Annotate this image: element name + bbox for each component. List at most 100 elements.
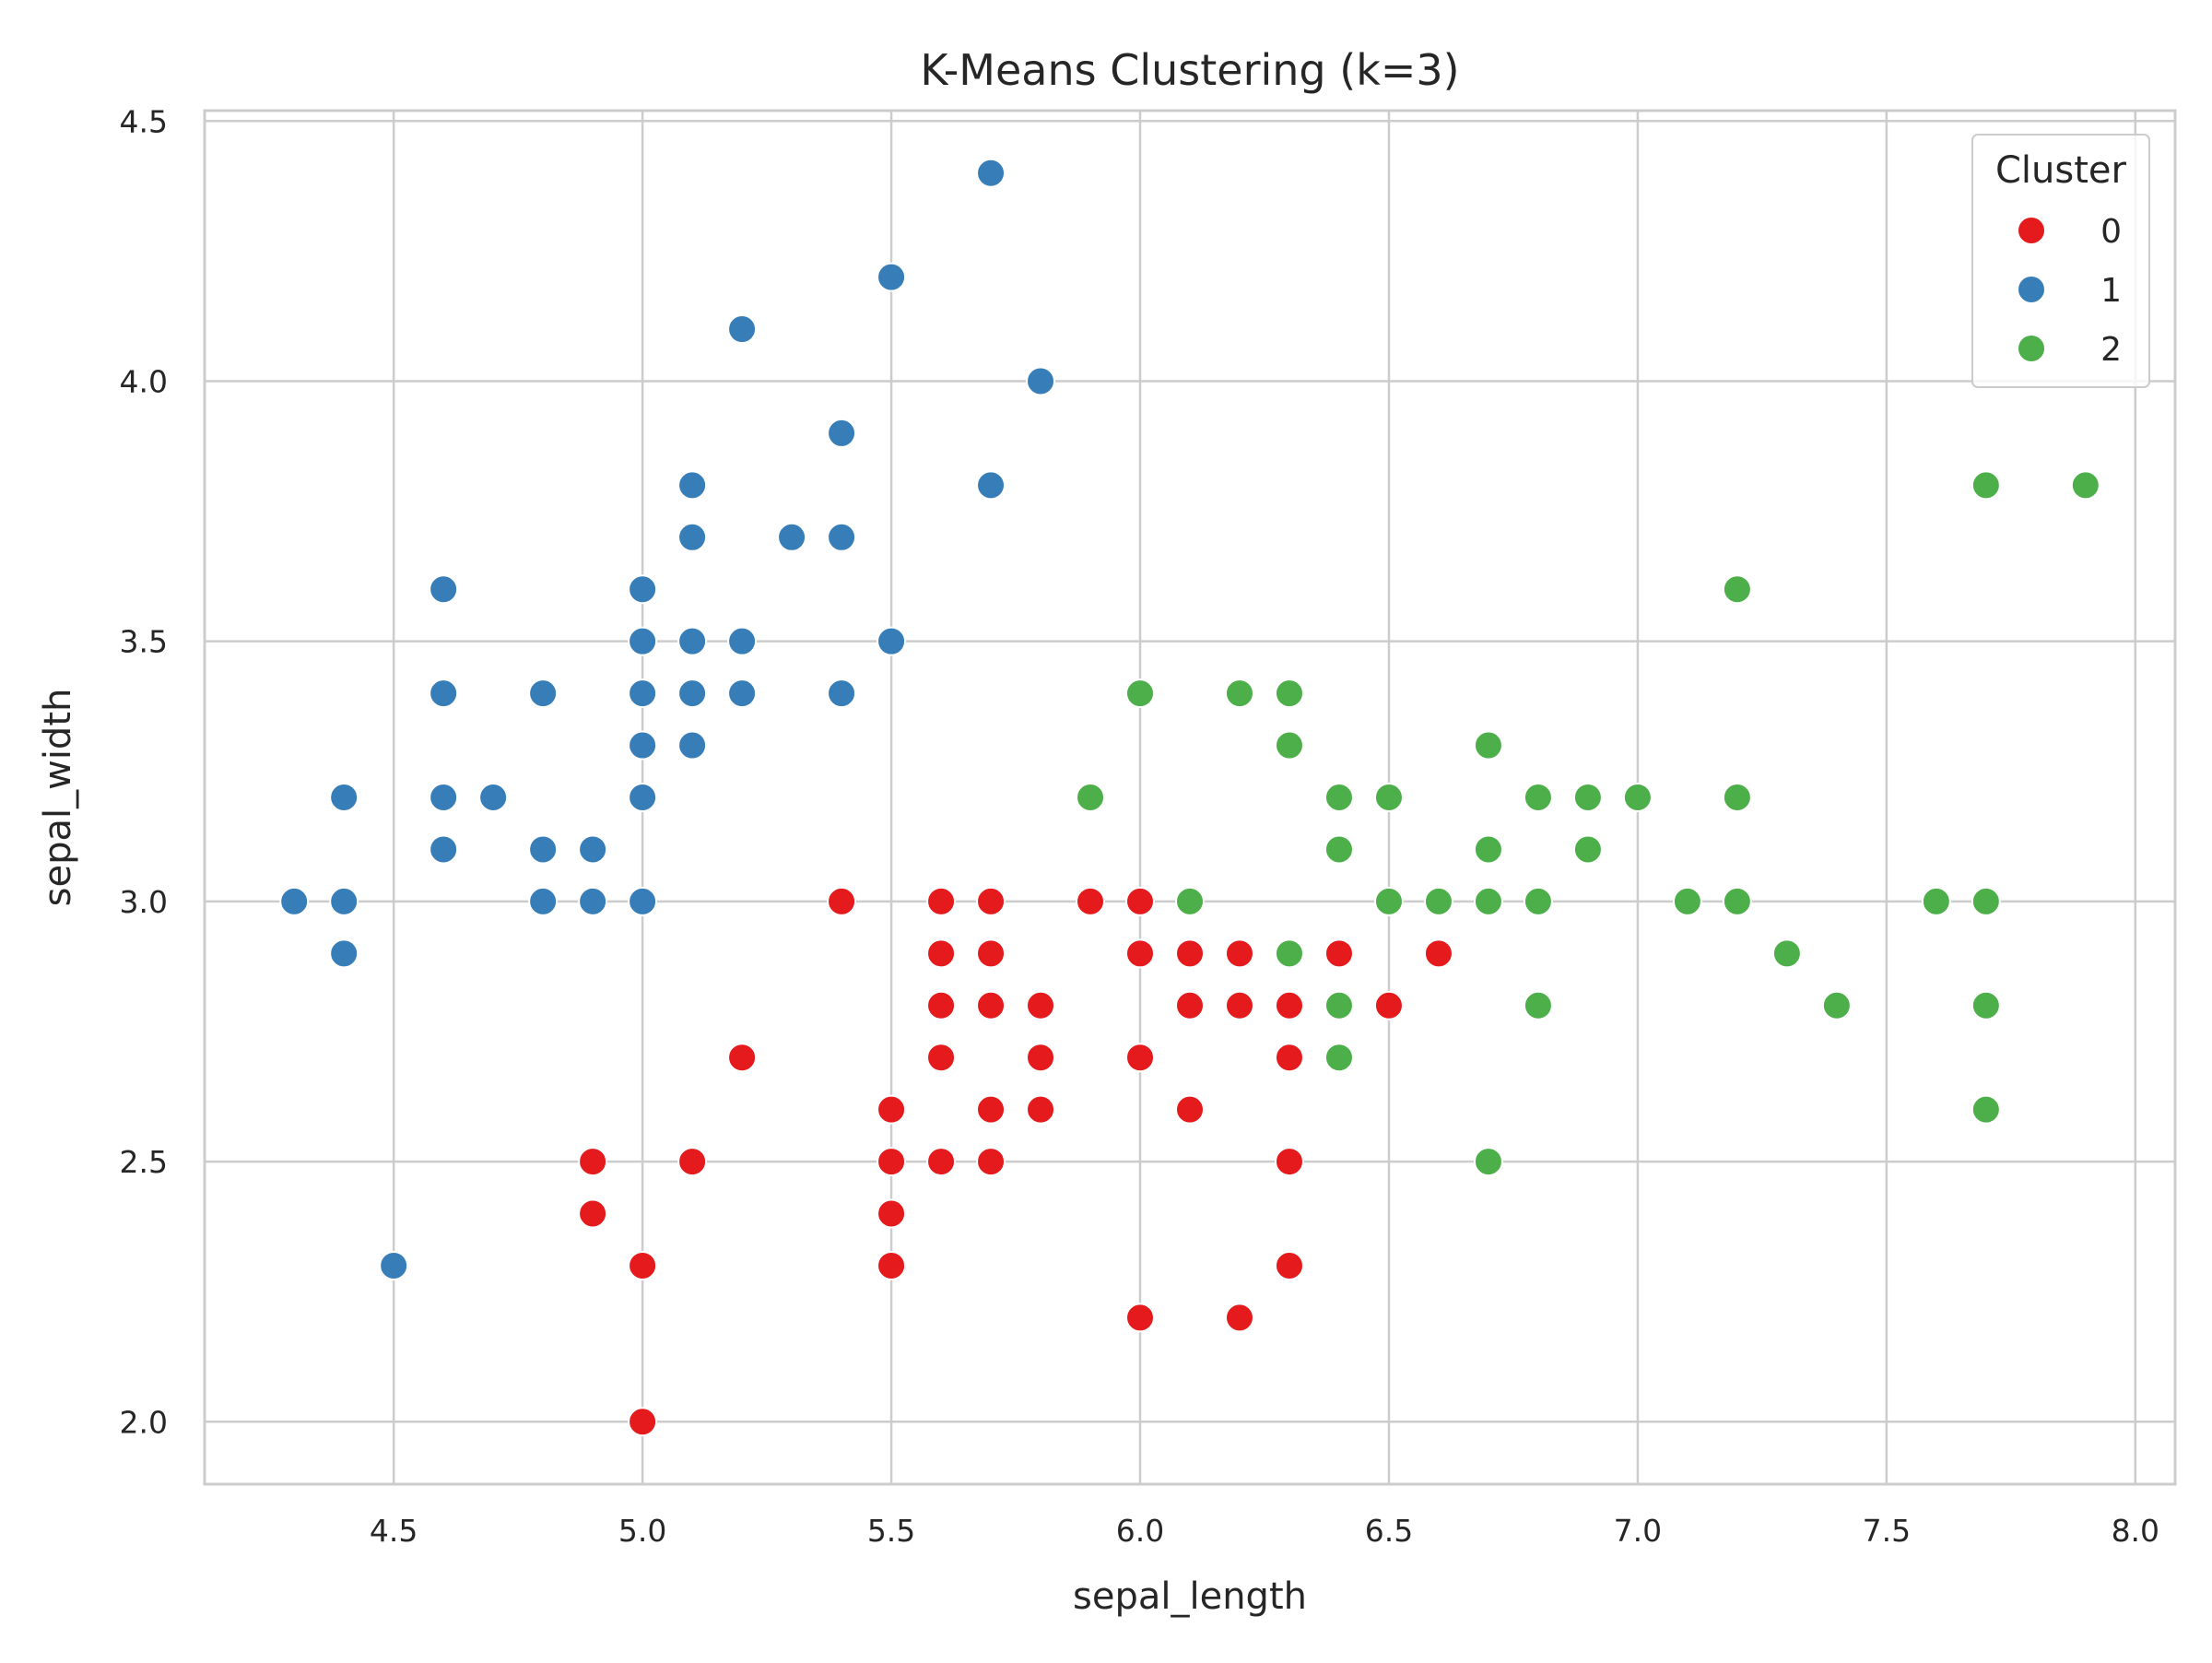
- data-point-cluster-0: [1175, 1094, 1205, 1125]
- data-point-cluster-2: [1921, 886, 1951, 916]
- data-point-cluster-2: [1274, 938, 1304, 969]
- data-point-cluster-2: [1473, 834, 1503, 865]
- data-point-cluster-2: [1821, 990, 1852, 1020]
- data-point-cluster-2: [1324, 834, 1354, 865]
- data-point-cluster-1: [429, 834, 459, 865]
- y-axis-label: sepal_width: [37, 689, 79, 907]
- data-point-cluster-2: [1722, 574, 1752, 605]
- data-point-cluster-0: [877, 1250, 907, 1280]
- data-point-cluster-2: [1423, 886, 1453, 916]
- data-point-cluster-1: [279, 886, 310, 916]
- legend-marker-0: [2017, 216, 2046, 245]
- data-point-cluster-2: [1971, 470, 2001, 501]
- data-point-cluster-0: [976, 1094, 1006, 1125]
- data-point-cluster-1: [1026, 366, 1056, 396]
- x-tick-label: 6.5: [1365, 1513, 1413, 1549]
- data-point-cluster-2: [1473, 1147, 1503, 1177]
- data-point-cluster-0: [1076, 886, 1106, 916]
- data-point-cluster-1: [578, 886, 608, 916]
- data-point-cluster-2: [1672, 886, 1702, 916]
- x-tick-label: 4.5: [370, 1513, 418, 1549]
- data-point-cluster-0: [1274, 1147, 1304, 1177]
- data-point-cluster-2: [1622, 783, 1653, 812]
- legend-label-1: 1: [2100, 272, 2122, 310]
- data-point-cluster-1: [628, 678, 658, 709]
- data-point-cluster-2: [1324, 783, 1354, 812]
- data-point-cluster-0: [1125, 1303, 1156, 1333]
- data-point-cluster-0: [1224, 1303, 1254, 1333]
- data-point-cluster-1: [677, 730, 708, 761]
- data-point-cluster-2: [1523, 990, 1553, 1020]
- data-point-cluster-0: [1175, 990, 1205, 1020]
- data-point-cluster-2: [1523, 886, 1553, 916]
- data-point-cluster-0: [1274, 1043, 1304, 1073]
- legend-label-0: 0: [2100, 213, 2122, 251]
- y-tick-label: 2.5: [120, 1144, 168, 1180]
- data-point-cluster-0: [677, 1147, 708, 1177]
- data-point-cluster-1: [329, 886, 359, 916]
- data-point-cluster-0: [1224, 938, 1254, 969]
- data-point-cluster-1: [528, 678, 559, 709]
- data-point-cluster-1: [429, 783, 459, 812]
- data-point-cluster-2: [1175, 886, 1205, 916]
- data-point-cluster-2: [2070, 470, 2100, 501]
- data-point-cluster-0: [976, 938, 1006, 969]
- data-point-cluster-0: [976, 990, 1006, 1020]
- data-point-cluster-0: [926, 1043, 957, 1073]
- data-point-cluster-0: [877, 1147, 907, 1177]
- data-point-cluster-1: [777, 522, 807, 552]
- data-point-cluster-0: [1274, 990, 1304, 1020]
- data-point-cluster-1: [827, 678, 857, 709]
- data-point-cluster-1: [976, 470, 1006, 501]
- data-point-cluster-0: [1324, 938, 1354, 969]
- data-point-cluster-2: [1473, 730, 1503, 761]
- data-point-cluster-0: [628, 1407, 658, 1437]
- legend-items: 0 1 2: [2017, 213, 2122, 369]
- data-point-cluster-2: [1324, 1043, 1354, 1073]
- plot-area: [203, 109, 2177, 1486]
- data-point-cluster-1: [379, 1250, 409, 1280]
- y-tick-labels: 2.0 2.5 3.0 3.5 4.0 4.5: [120, 103, 168, 1440]
- y-tick-label: 3.0: [120, 884, 168, 920]
- y-tick-label: 3.5: [120, 624, 168, 660]
- data-point-cluster-0: [727, 1043, 758, 1073]
- data-points: [279, 158, 2100, 1437]
- data-point-cluster-1: [528, 834, 559, 865]
- data-point-cluster-1: [877, 626, 907, 656]
- data-point-cluster-1: [329, 938, 359, 969]
- x-tick-label: 6.0: [1116, 1513, 1164, 1549]
- data-point-cluster-1: [628, 886, 658, 916]
- legend-label-2: 2: [2100, 331, 2122, 369]
- data-point-cluster-1: [727, 626, 758, 656]
- chart-title: K-Means Clustering (k=3): [920, 45, 1459, 95]
- data-point-cluster-0: [578, 1147, 608, 1177]
- legend-title: Cluster: [1995, 149, 2127, 192]
- data-point-cluster-2: [1373, 783, 1404, 812]
- data-point-cluster-1: [429, 574, 459, 605]
- x-tick-label: 5.0: [618, 1513, 666, 1549]
- data-point-cluster-2: [1274, 678, 1304, 709]
- legend-marker-2: [2017, 334, 2046, 363]
- data-point-cluster-1: [628, 730, 658, 761]
- data-point-cluster-0: [926, 990, 957, 1020]
- data-point-cluster-0: [1423, 938, 1453, 969]
- data-point-cluster-1: [628, 626, 658, 656]
- data-point-cluster-2: [1324, 990, 1354, 1020]
- data-point-cluster-0: [877, 1198, 907, 1229]
- data-point-cluster-1: [329, 783, 359, 812]
- data-point-cluster-2: [1373, 886, 1404, 916]
- data-point-cluster-0: [628, 1250, 658, 1280]
- data-point-cluster-1: [628, 783, 658, 812]
- data-point-cluster-1: [976, 158, 1006, 188]
- data-point-cluster-0: [1274, 1250, 1304, 1280]
- x-tick-label: 7.5: [1863, 1513, 1911, 1549]
- data-point-cluster-0: [1224, 990, 1254, 1020]
- data-point-cluster-0: [578, 1198, 608, 1229]
- data-point-cluster-1: [677, 522, 708, 552]
- data-point-cluster-2: [1076, 783, 1106, 812]
- data-point-cluster-0: [976, 886, 1006, 916]
- data-point-cluster-0: [1125, 886, 1156, 916]
- y-tick-label: 4.0: [120, 363, 168, 399]
- data-point-cluster-1: [727, 678, 758, 709]
- data-point-cluster-1: [478, 783, 509, 812]
